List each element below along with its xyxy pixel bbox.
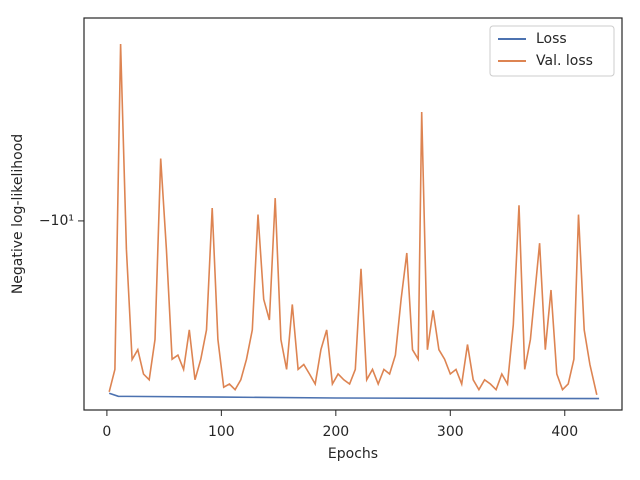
x-tick-label: 0 bbox=[102, 424, 111, 440]
x-axis-label: Epochs bbox=[328, 446, 378, 462]
x-tick-label: 100 bbox=[208, 424, 235, 440]
plot-frame bbox=[83, 17, 623, 411]
y-axis-label: Negative log-likelihood bbox=[10, 134, 26, 294]
legend-label: Val. loss bbox=[536, 53, 593, 69]
data-line bbox=[108, 392, 600, 400]
data-line bbox=[108, 43, 598, 395]
y-tick-label: −10¹ bbox=[39, 213, 74, 229]
x-tick-label: 300 bbox=[437, 424, 464, 440]
x-tick-label: 400 bbox=[551, 424, 578, 440]
x-tick-label: 200 bbox=[322, 424, 349, 440]
legend-label: Loss bbox=[536, 31, 567, 47]
